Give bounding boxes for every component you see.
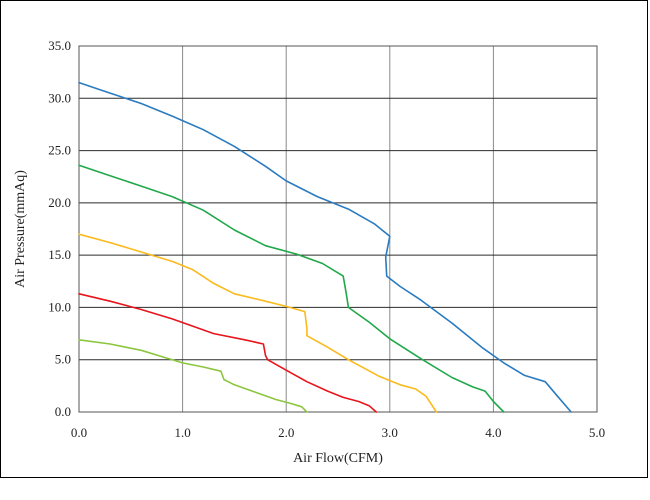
y-tick-label: 30.0 <box>48 90 71 105</box>
x-tick-label: 4.0 <box>485 425 501 440</box>
y-tick-label: 0.0 <box>55 404 71 419</box>
gridlines <box>78 45 598 413</box>
series-line-5 <box>78 338 308 413</box>
plot-area <box>78 45 598 413</box>
x-tick-label: 0.0 <box>71 425 87 440</box>
y-axis-title: Air Pressure(mmAq) <box>13 170 28 288</box>
x-tick-label: 5.0 <box>589 425 605 440</box>
y-tick-label: 35.0 <box>48 38 71 53</box>
y-tick-label: 25.0 <box>48 143 71 158</box>
x-tick-labels: 0.0 1.0 2.0 3.0 4.0 5.0 <box>71 425 605 440</box>
series-group <box>78 81 572 413</box>
chart-frame <box>0 0 648 478</box>
series-line-1 <box>78 81 572 413</box>
x-tick-label: 3.0 <box>382 425 398 440</box>
x-tick-label: 2.0 <box>278 425 294 440</box>
y-tick-labels: 0.0 5.0 10.0 15.0 20.0 25.0 30.0 35.0 <box>48 38 71 419</box>
y-tick-label: 20.0 <box>48 195 71 210</box>
series-line-2 <box>78 164 505 413</box>
y-tick-label: 10.0 <box>48 299 71 314</box>
y-tick-label: 5.0 <box>55 352 71 367</box>
x-tick-label: 1.0 <box>174 425 190 440</box>
series-line-4 <box>78 292 378 413</box>
y-tick-label: 15.0 <box>48 247 71 262</box>
series-line-3 <box>78 233 438 413</box>
x-axis-title: Air Flow(CFM) <box>293 451 383 466</box>
